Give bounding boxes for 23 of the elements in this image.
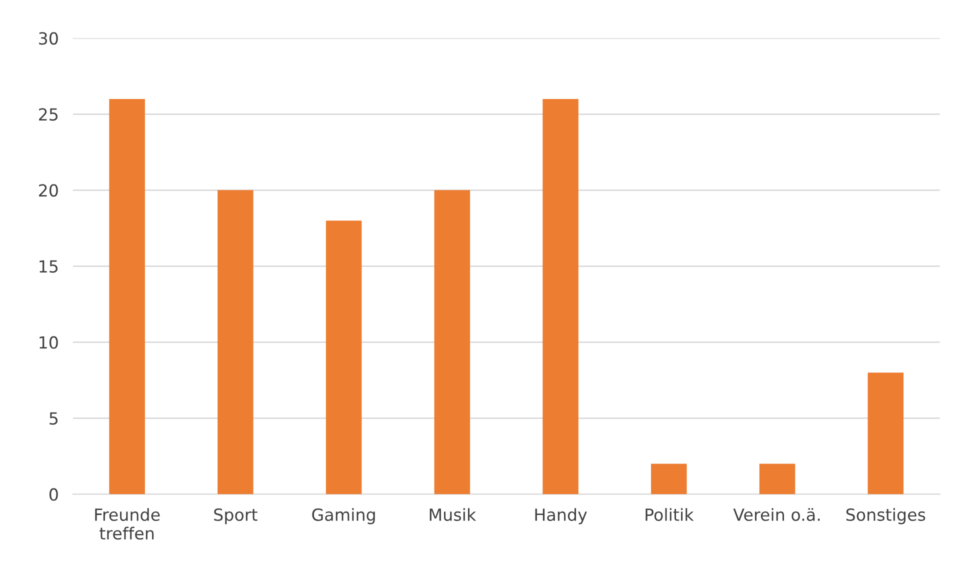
y-tick-label: 15 [40,260,58,273]
y-tick-label: 0 [49,488,58,501]
y-tick-label: 5 [50,412,58,425]
x-tick-label: Sonstiges [846,508,926,524]
bar [868,372,904,494]
bar [542,98,578,494]
y-tick-label: 10 [40,336,58,349]
x-tick-label: Handy [535,508,587,524]
y-tick-label: 20 [39,184,58,197]
x-tick-label: Verein o.ä. [733,508,820,521]
bar [218,190,254,494]
bar [651,464,687,494]
y-tick-label: 25 [39,108,58,121]
x-tick-label: Sport [214,508,258,524]
x-tick-label: Gaming [312,508,375,524]
y-tick-label: 30 [39,32,58,45]
bar [109,98,145,494]
x-tick-label: Politik [646,508,694,521]
bar [326,220,362,494]
x-tick-label: Freunde treffen [95,508,160,540]
bar [434,190,470,494]
bar [759,464,796,494]
x-tick-label: Musik [430,508,476,521]
